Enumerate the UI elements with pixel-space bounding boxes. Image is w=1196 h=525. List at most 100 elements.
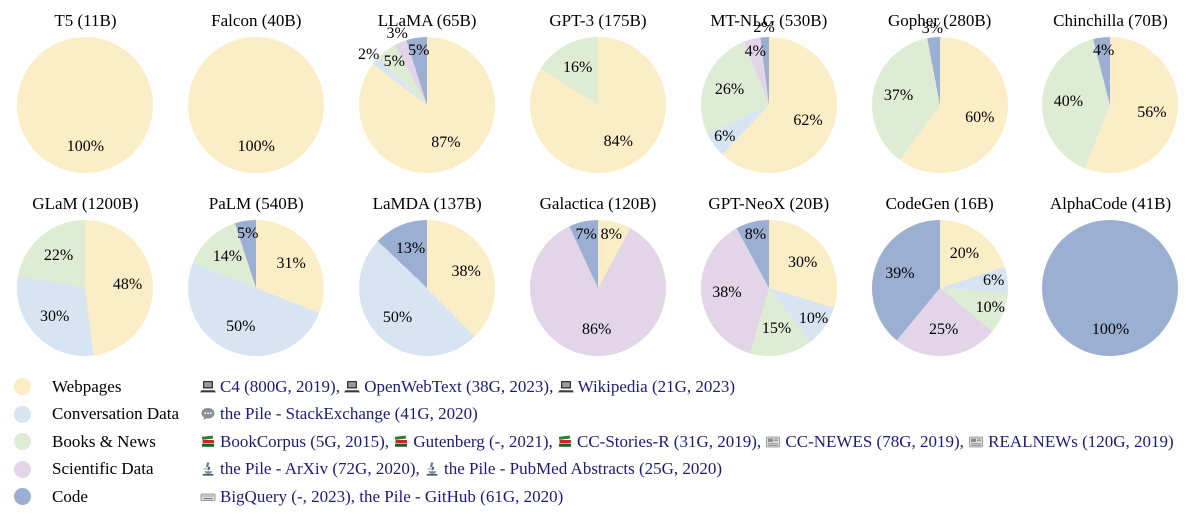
pie-title: Gopher (280B) [887, 11, 992, 30]
legend-swatch [14, 378, 31, 396]
pie-slice-label: 13% [395, 240, 426, 258]
pie-chart-cell: LaMDA (137B) 38% 50% 13% [342, 193, 513, 356]
pie-chart-cell: MT-NLG (530B) 62% 6% 26% 4% 2% [683, 10, 854, 173]
pie-slice-label: 16% [562, 59, 593, 77]
pie-slice-label: 84% [603, 132, 633, 150]
pie-slice-label: 86% [581, 321, 612, 339]
pie-slice-label: 4% [1093, 42, 1115, 59]
pie-slice-label: 40% [1053, 93, 1084, 111]
speech-bubble-icon [200, 406, 216, 422]
legend-source-text: BookCorpus (5G, 2015), [220, 431, 394, 451]
pie-slice-label: 60% [965, 109, 995, 126]
pie-chart-cell: LLaMA (65B) 87% 2% 5% 3% 5% [342, 10, 513, 173]
laptop-icon [200, 379, 216, 395]
legend-sources: C4 (800G, 2019), OpenWebText (38G, 2023)… [200, 377, 735, 397]
pie-wrap: 20% 6% 10% 25% 39% [871, 220, 1008, 356]
pie-slice-label: 4% [744, 43, 766, 61]
pie-slice-label: 31% [276, 255, 306, 273]
legend-source-text: Wikipedia (21G, 2023) [577, 376, 736, 396]
pie-t5-11b [17, 37, 154, 173]
pie-slice-label: 2% [358, 46, 380, 63]
pie-chart-cell: CodeGen (16B) 20% 6% 10% 25% 39% [854, 193, 1025, 356]
legend-source: the Pile - ArXiv (72G, 2020), [200, 459, 424, 479]
pie-chart-cell: GPT-3 (175B) 84% 16% [513, 10, 684, 173]
legend-source-text: the Pile - ArXiv (72G, 2020), [220, 459, 424, 479]
pie-slice-label: 38% [451, 263, 481, 280]
pie-wrap: 84% 16% [529, 37, 666, 173]
pie-llama-65b [359, 37, 496, 173]
books-icon [393, 434, 409, 450]
legend: Webpages C4 (800G, 2019), OpenWebText (38… [14, 373, 1196, 511]
legend-row: Code BigQuery (-, 2023), the Pile - GitHu… [14, 483, 1196, 511]
pie-slice-label: 6% [714, 128, 736, 145]
pie-row-2: GLaM (1200B) 48% 30% 22% PaLM (540B) 31% 50% 14… [0, 173, 1196, 356]
pie-slice-label: 2% [753, 19, 775, 37]
legend-swatch [14, 488, 31, 506]
legend-sources: BigQuery (-, 2023), the Pile - GitHub (6… [200, 487, 563, 507]
legend-source-text: BigQuery (-, 2023), the Pile - GitHub (6… [220, 486, 564, 506]
legend-source-text: CC-Stories-R (31G, 2019), [577, 431, 766, 451]
microscope-icon [200, 461, 216, 477]
legend-source-text: Gutenberg (-, 2021), [413, 431, 557, 451]
pie-slice-label: 22% [43, 246, 74, 264]
pie-slice-label: 8% [744, 226, 767, 244]
laptop-icon [344, 379, 361, 395]
legend-swatch [14, 405, 31, 423]
legend-swatch [14, 460, 31, 478]
pie-title: Chinchilla (70B) [1053, 11, 1168, 30]
legend-category-label: Webpages [52, 376, 122, 396]
pie-slice-label: 50% [382, 309, 413, 326]
legend-source: Gutenberg (-, 2021), [393, 432, 557, 452]
pie-galactica-120b [529, 220, 666, 356]
legend-source: CC-NEWES (78G, 2019), [765, 432, 968, 452]
pie-wrap: 100% [1042, 220, 1179, 356]
pie-glam-1200b [17, 220, 154, 356]
newspaper-icon [765, 434, 781, 450]
legend-source-text: the Pile - StackExchange (41G, 2020) [220, 404, 478, 424]
pie-wrap: 38% 50% 13% [359, 220, 496, 356]
pie-slice-label: 6% [982, 272, 1005, 290]
pie-slice-label: 62% [793, 111, 823, 129]
pie-wrap: 62% 6% 26% 4% 2% [700, 20, 837, 173]
pie-slice-label: 38% [712, 283, 742, 301]
legend-row: Scientific Data the Pile - ArXiv (72G, 20… [14, 456, 1196, 484]
legend-source: OpenWebText (38G, 2023), [344, 377, 557, 397]
pie-slice-label: 5% [237, 225, 259, 243]
legend-row: Conversation Data the Pile - StackExchang… [14, 401, 1196, 429]
books-icon [557, 434, 573, 450]
pie-wrap: 100% [17, 37, 154, 173]
pie-wrap: 30% 10% 15% 38% 8% [700, 220, 837, 356]
pie-slice-label: 7% [575, 225, 597, 243]
pie-wrap: 100% [188, 37, 325, 173]
pie-chart-cell: Chinchilla (70B) 56% 40% 4% [1025, 10, 1196, 173]
pie-slice-label: 30% [40, 307, 70, 325]
legend-source: BookCorpus (5G, 2015), [200, 432, 393, 452]
legend-source-text: OpenWebText (38G, 2023), [364, 376, 558, 396]
legend-source-text: C4 (800G, 2019), [220, 376, 345, 396]
newspaper-icon [968, 434, 984, 450]
pie-chart-cell: GPT-NeoX (20B) 30% 10% 15% 38% 8% [683, 193, 854, 356]
pie-title: GLaM (1200B) [32, 194, 139, 213]
pie-chart-cell: Falcon (40B) 100% [171, 10, 342, 173]
pie-chart-cell: Gopher (280B) 60% 37% 3% [854, 10, 1025, 173]
pie-slice-label: 37% [883, 86, 914, 104]
pie-title: CodeGen (16B) [885, 194, 994, 213]
pie-slice-label: 3% [386, 25, 408, 43]
pie-alphacode-41b [1042, 220, 1179, 356]
pie-slice-label: 5% [408, 42, 430, 60]
legend-sources: the Pile - StackExchange (41G, 2020) [200, 404, 478, 424]
microscope-icon [424, 461, 440, 477]
books-icon [200, 434, 216, 450]
pie-wrap: 31% 50% 14% 5% [188, 220, 325, 356]
pie-row-1: T5 (11B) 100% Falcon (40B) 100% LLaMA (65B) 8… [0, 0, 1196, 173]
legend-sources: BookCorpus (5G, 2015), Gutenberg (-, 202… [200, 432, 1174, 452]
pie-title: Galactica (120B) [539, 194, 657, 213]
pie-slice-label: 3% [921, 19, 944, 37]
pie-title: Falcon (40B) [211, 11, 302, 30]
legend-swatch [14, 433, 31, 451]
pie-lamda-137b [359, 220, 496, 356]
pie-slice-label: 26% [714, 80, 745, 98]
legend-row: Webpages C4 (800G, 2019), OpenWebText (38… [14, 373, 1196, 401]
legend-source: Wikipedia (21G, 2023) [557, 376, 736, 397]
